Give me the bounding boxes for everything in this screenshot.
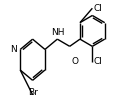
Text: NH: NH (52, 28, 65, 37)
Text: Cl: Cl (93, 57, 102, 66)
Text: O: O (72, 57, 79, 66)
Text: Cl: Cl (93, 4, 102, 13)
Text: Br: Br (28, 88, 38, 97)
Text: N: N (10, 45, 17, 54)
